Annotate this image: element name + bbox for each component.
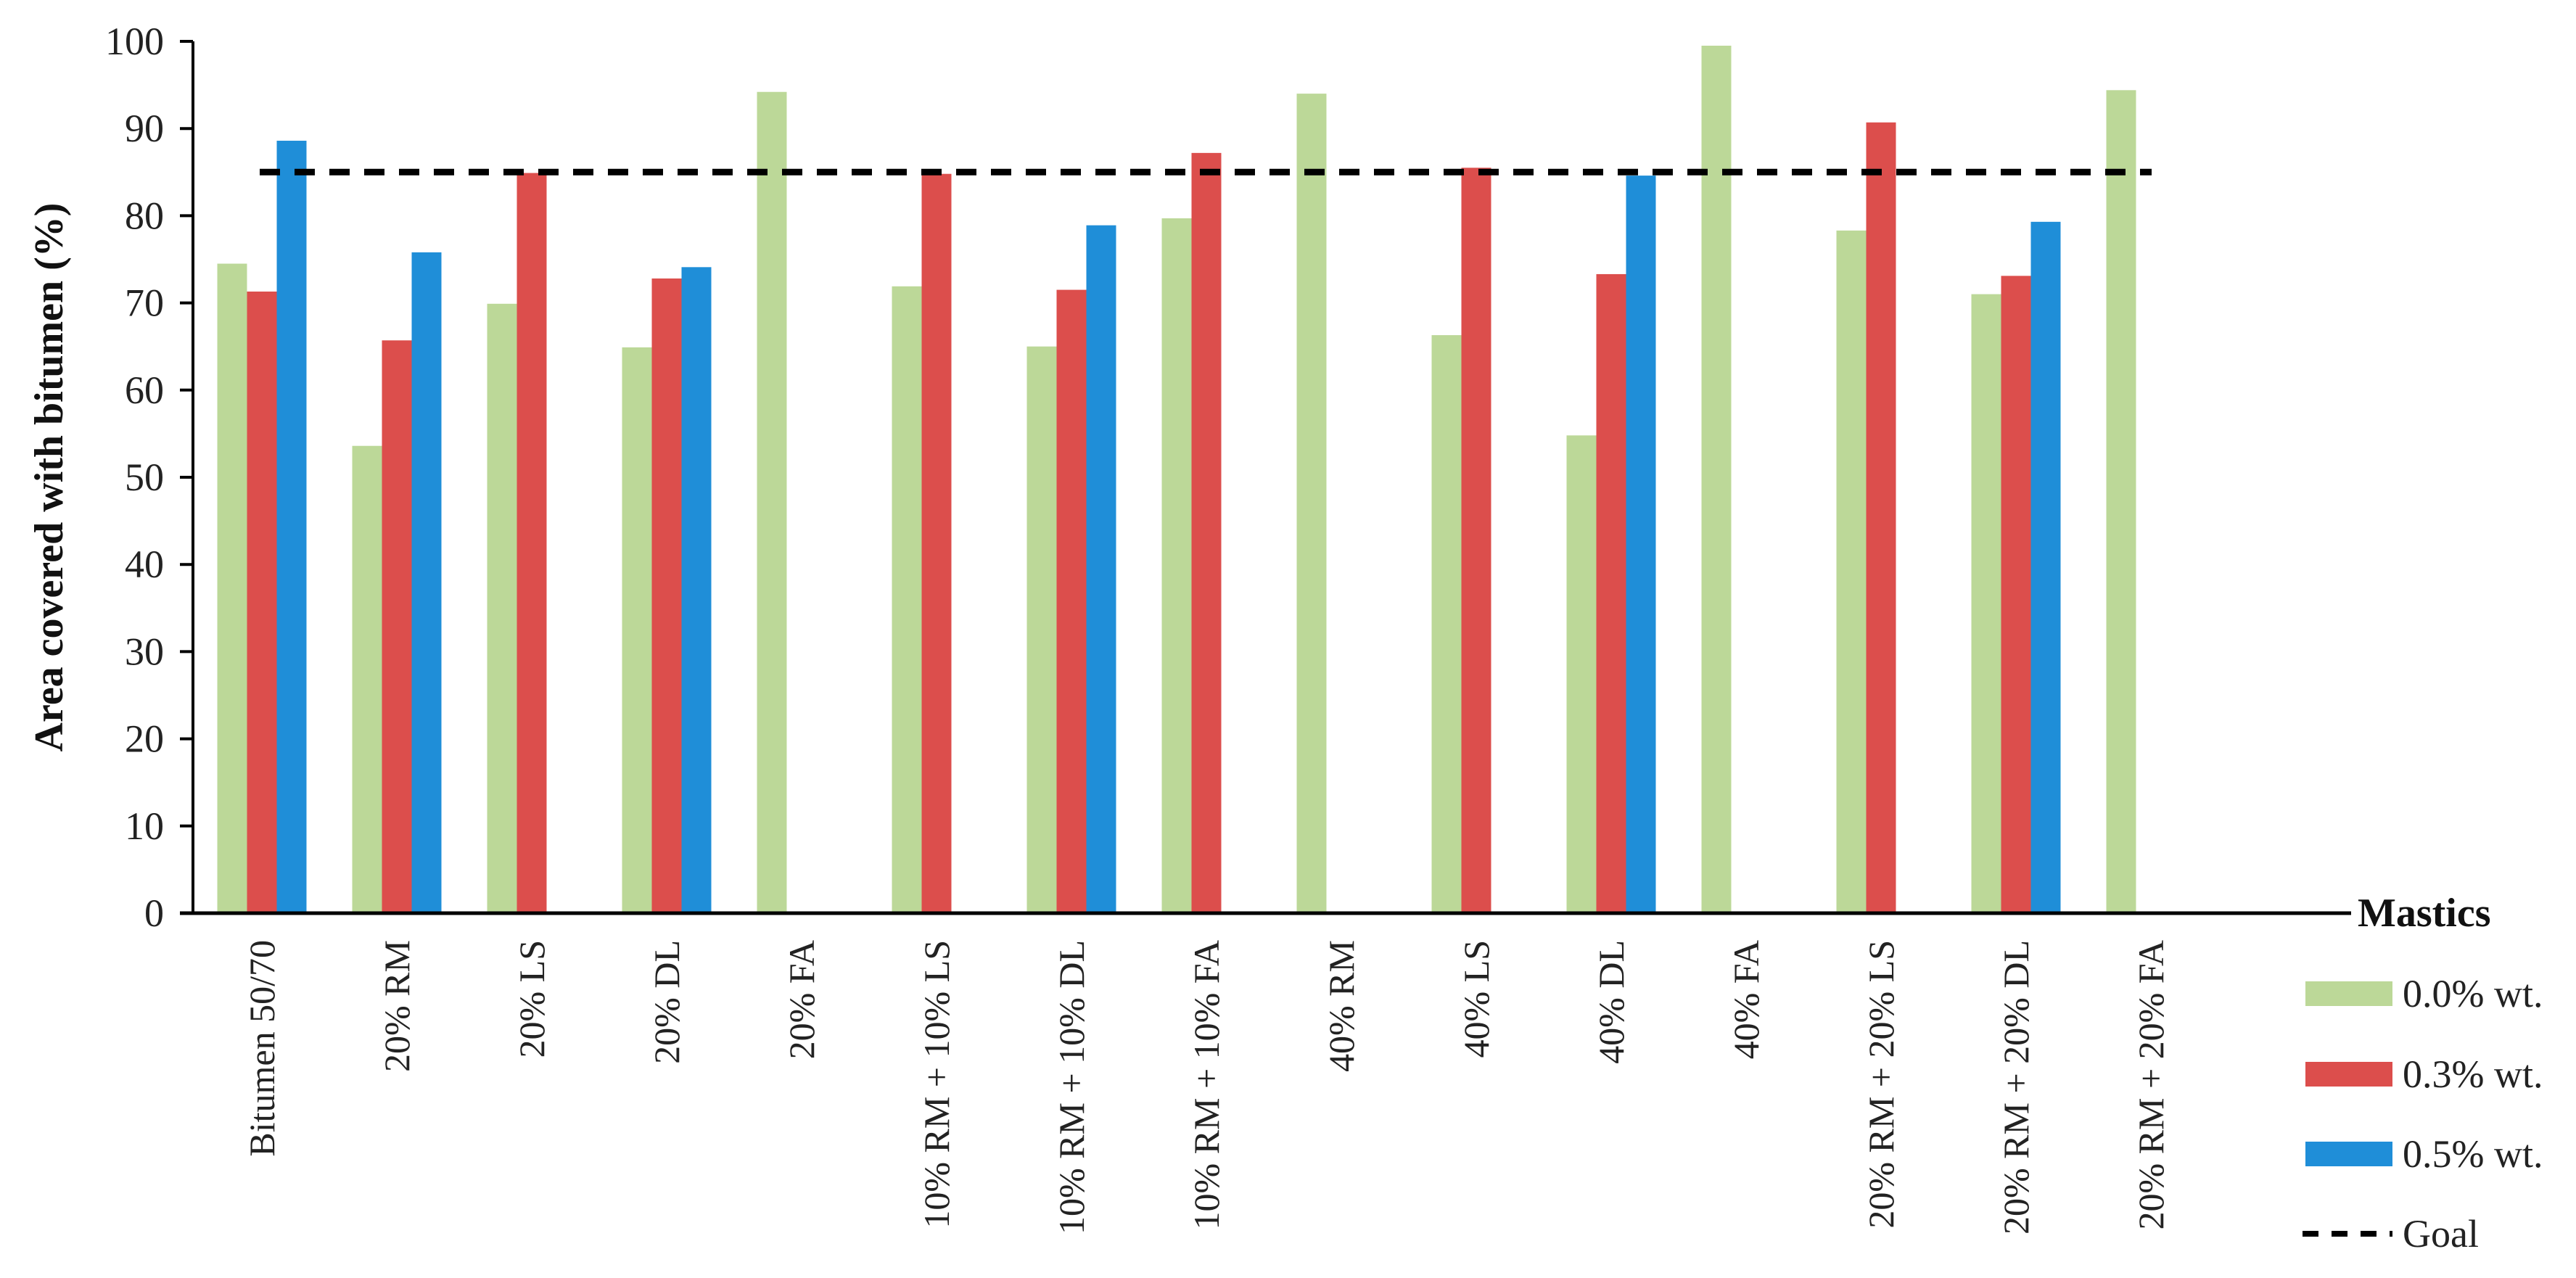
bar bbox=[1626, 176, 1656, 913]
x-category-label: 40% FA bbox=[1726, 940, 1766, 1059]
legend-label: 0.0% wt. bbox=[2403, 972, 2543, 1015]
y-tick-label: 20 bbox=[125, 717, 164, 761]
x-category-label: 20% DL bbox=[646, 940, 687, 1064]
x-category-label: 20% RM + 20% LS bbox=[1861, 940, 1901, 1229]
bar bbox=[892, 286, 922, 914]
x-category-label: 10% RM + 10% FA bbox=[1186, 940, 1227, 1230]
x-category-label: 40% RM bbox=[1321, 940, 1362, 1072]
bar bbox=[1461, 168, 1491, 913]
legend-title: Mastics bbox=[2358, 891, 2491, 936]
bar bbox=[2106, 90, 2136, 913]
y-tick-label: 80 bbox=[125, 194, 164, 237]
x-category-label: 10% RM + 10% DL bbox=[1051, 940, 1092, 1234]
y-axis-title: Area covered with bitumen (%) bbox=[27, 203, 72, 752]
y-tick-label: 90 bbox=[125, 107, 164, 150]
y-tick-label: 50 bbox=[125, 455, 164, 499]
bar bbox=[757, 91, 787, 913]
x-category-label: 40% DL bbox=[1591, 940, 1631, 1064]
legend-label: 0.5% wt. bbox=[2403, 1132, 2543, 1176]
bar bbox=[352, 445, 382, 913]
bar bbox=[487, 303, 517, 913]
bar bbox=[517, 173, 547, 913]
legend-swatch bbox=[2305, 1062, 2392, 1087]
bar bbox=[921, 173, 952, 914]
legend-swatch bbox=[2305, 981, 2392, 1006]
bar bbox=[382, 340, 412, 913]
bar bbox=[1596, 273, 1626, 914]
y-tick-label: 30 bbox=[125, 630, 164, 673]
bar bbox=[1836, 230, 1867, 914]
bar bbox=[1191, 152, 1222, 914]
bar bbox=[651, 278, 682, 914]
bar bbox=[276, 141, 307, 914]
x-category-labels: Bitumen 50/70 20% RM 20% LS 20% DL 20% FA 10%… bbox=[242, 940, 2171, 1234]
bar bbox=[2030, 221, 2061, 914]
bar bbox=[1296, 94, 1327, 913]
y-tick-label: 70 bbox=[125, 281, 164, 325]
legend: Mastics 0.0% wt. 0.3% wt. 0.5% wt. Goal bbox=[2303, 891, 2543, 1256]
bar bbox=[1866, 122, 1896, 913]
bar bbox=[622, 347, 652, 914]
x-category-label: 20% FA bbox=[781, 940, 822, 1059]
axes-layer bbox=[180, 40, 2351, 915]
y-tick-label: 100 bbox=[105, 20, 164, 63]
bar bbox=[247, 291, 277, 913]
y-tick-label: 40 bbox=[125, 543, 164, 586]
bar bbox=[217, 263, 247, 913]
bar bbox=[681, 267, 712, 913]
bar bbox=[1086, 225, 1116, 913]
y-tick-label: 10 bbox=[125, 804, 164, 848]
x-category-label: 20% LS bbox=[511, 940, 552, 1058]
bar bbox=[1701, 46, 1732, 913]
x-category-label: 40% LS bbox=[1456, 940, 1497, 1058]
x-category-label: Bitumen 50/70 bbox=[242, 940, 282, 1157]
bar bbox=[1566, 435, 1597, 913]
bar bbox=[1161, 218, 1192, 914]
bar bbox=[1971, 294, 2001, 914]
bar bbox=[1026, 346, 1057, 913]
bar bbox=[1056, 289, 1087, 913]
y-tick-labels: 0 10 20 30 40 50 60 70 80 90 100 bbox=[105, 20, 164, 935]
bar bbox=[1431, 335, 1462, 914]
x-category-label: 10% RM + 10% LS bbox=[916, 940, 957, 1229]
y-tick-label: 60 bbox=[125, 368, 164, 412]
legend-label: Goal bbox=[2403, 1212, 2479, 1256]
x-category-label: 20% RM + 20% FA bbox=[2131, 940, 2171, 1230]
legend-swatch bbox=[2305, 1142, 2392, 1166]
legend-label: 0.3% wt. bbox=[2403, 1052, 2543, 1096]
x-category-label: 20% RM + 20% DL bbox=[1996, 940, 2036, 1234]
bar bbox=[411, 252, 442, 913]
bars-layer bbox=[217, 46, 2136, 914]
bar bbox=[2001, 276, 2031, 913]
y-tick-label: 0 bbox=[144, 891, 164, 935]
x-category-label: 20% RM bbox=[376, 940, 417, 1072]
